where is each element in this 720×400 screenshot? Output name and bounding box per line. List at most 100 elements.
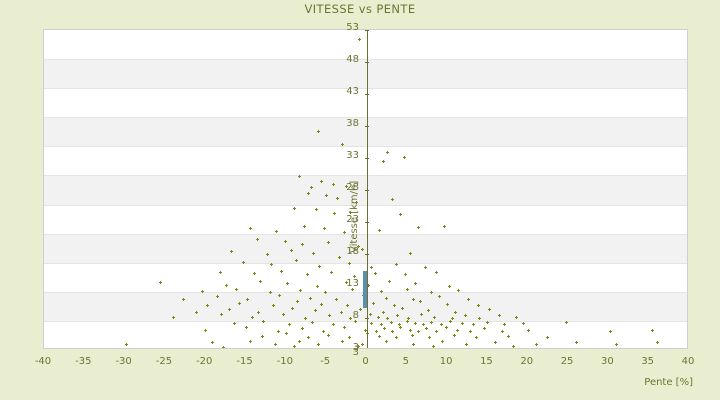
scatter-point xyxy=(469,330,472,333)
scatter-point xyxy=(353,275,356,278)
y-tick-mark xyxy=(365,126,369,127)
scatter-point xyxy=(374,272,377,275)
scatter-point xyxy=(451,317,454,320)
scatter-point xyxy=(425,327,428,330)
y-tick-mark xyxy=(365,190,369,191)
scatter-point xyxy=(609,330,612,333)
scatter-point xyxy=(403,156,406,159)
scatter-point xyxy=(515,316,518,319)
x-tick-label: 25 xyxy=(560,356,574,367)
x-tick-label: 35 xyxy=(641,356,655,367)
x-tick-label: 0 xyxy=(362,356,369,367)
x-tick-label: 40 xyxy=(681,356,695,367)
scatter-point xyxy=(345,281,348,284)
scatter-point xyxy=(432,345,435,348)
x-tick-label: 10 xyxy=(439,356,453,367)
scatter-point xyxy=(332,323,335,326)
scatter-point xyxy=(312,252,315,255)
scatter-point xyxy=(233,322,236,325)
scatter-point xyxy=(317,130,320,133)
x-tick-label: -15 xyxy=(236,356,253,367)
y-tick-label: 48 xyxy=(346,54,359,65)
scatter-point xyxy=(230,250,233,253)
scatter-point xyxy=(335,298,338,301)
scatter-point xyxy=(565,321,568,324)
scatter-point xyxy=(449,320,452,323)
scatter-point xyxy=(656,341,659,344)
scatter-point xyxy=(446,303,449,306)
scatter-point xyxy=(420,313,423,316)
y-axis-line xyxy=(367,30,368,348)
scatter-point xyxy=(346,304,349,307)
scatter-point xyxy=(386,151,389,154)
scatter-point xyxy=(378,229,381,232)
scatter-point xyxy=(461,322,464,325)
scatter-point xyxy=(393,304,396,307)
scatter-point xyxy=(343,231,346,234)
gridline xyxy=(44,263,687,264)
x-tick-label: 5 xyxy=(402,356,409,367)
scatter-point xyxy=(315,208,318,211)
gridline xyxy=(44,321,687,322)
scatter-point xyxy=(172,316,175,319)
scatter-point xyxy=(522,322,525,325)
scatter-point xyxy=(475,336,478,339)
scatter-point xyxy=(441,340,444,343)
scatter-point xyxy=(262,320,265,323)
scatter-point xyxy=(238,302,241,305)
scatter-point xyxy=(456,329,459,332)
scatter-point xyxy=(343,326,346,329)
scatter-point xyxy=(435,330,438,333)
y-tick-mark xyxy=(365,30,369,31)
scatter-point xyxy=(430,291,433,294)
scatter-point xyxy=(298,175,301,178)
scatter-point xyxy=(351,288,354,291)
scatter-point xyxy=(512,345,515,348)
y-tick-label: 23 xyxy=(346,214,359,225)
scatter-point xyxy=(274,343,277,346)
scatter-point xyxy=(591,348,594,349)
scatter-point xyxy=(457,289,460,292)
scatter-point xyxy=(299,289,302,292)
y-axis-label: Vitesse [km/h] xyxy=(349,180,360,253)
scatter-point xyxy=(220,313,223,316)
scatter-point xyxy=(222,346,225,348)
scatter-point xyxy=(293,207,296,210)
scatter-point xyxy=(298,340,301,343)
scatter-point xyxy=(345,185,348,188)
scatter-point xyxy=(382,160,385,163)
scatter-point xyxy=(333,212,336,215)
background-band xyxy=(44,59,687,89)
scatter-point xyxy=(275,230,278,233)
scatter-point xyxy=(201,290,204,293)
scatter-point xyxy=(349,317,352,320)
scatter-point xyxy=(219,271,222,274)
scatter-point xyxy=(380,290,383,293)
gridline xyxy=(44,59,687,60)
scatter-point xyxy=(375,330,378,333)
scatter-point xyxy=(327,334,330,337)
gridline xyxy=(44,88,687,89)
scatter-point xyxy=(361,248,364,251)
chart-title: VITESSE vs PENTE xyxy=(304,2,416,16)
scatter-point xyxy=(409,252,412,255)
scatter-point xyxy=(419,300,422,303)
scatter-point xyxy=(390,348,393,349)
scatter-point xyxy=(404,273,407,276)
scatter-point xyxy=(383,327,386,330)
scatter-point xyxy=(322,330,325,333)
y-tick-label: 53 xyxy=(346,22,359,33)
scatter-point xyxy=(651,329,654,332)
scatter-point xyxy=(340,311,343,314)
scatter-point xyxy=(380,323,383,326)
scatter-point xyxy=(357,345,360,348)
scatter-point xyxy=(159,281,162,284)
scatter-point xyxy=(204,329,207,332)
scatter-point xyxy=(261,335,264,338)
scatter-point xyxy=(325,194,328,197)
scatter-point xyxy=(295,259,298,262)
scatter-point xyxy=(242,261,245,264)
scatter-point xyxy=(314,309,317,312)
scatter-point xyxy=(367,284,370,287)
x-tick-label: -5 xyxy=(320,356,331,367)
